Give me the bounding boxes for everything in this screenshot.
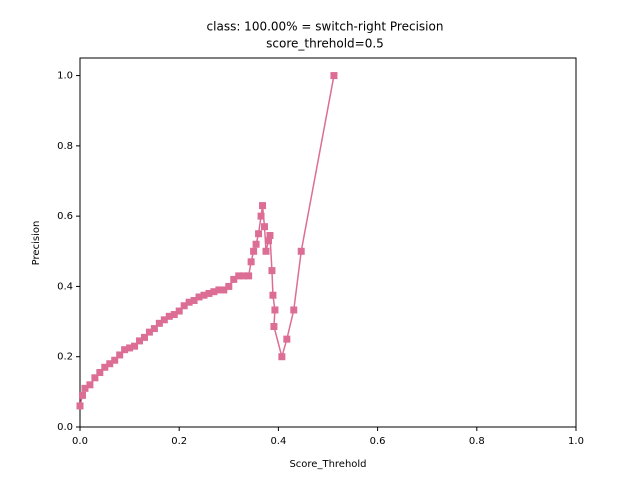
point-marker: [283, 335, 291, 343]
point-marker: [205, 289, 213, 297]
point-marker: [247, 258, 255, 266]
point-marker: [215, 286, 223, 294]
point-marker: [250, 247, 258, 255]
point-marker: [190, 296, 198, 304]
point-marker: [121, 346, 129, 354]
point-marker: [185, 298, 193, 306]
point-marker: [81, 384, 89, 392]
point-marker: [116, 351, 124, 359]
point-marker: [136, 337, 144, 345]
y-axis-label: Precision: [31, 221, 42, 266]
point-marker: [257, 212, 265, 220]
point-marker: [240, 272, 248, 280]
point-marker: [225, 282, 233, 290]
point-marker: [106, 360, 114, 368]
point-marker: [220, 286, 228, 294]
point-marker: [96, 369, 104, 377]
point-marker: [126, 344, 134, 352]
point-marker: [150, 325, 158, 333]
point-marker: [76, 402, 84, 410]
x-tick-label: 0.2: [171, 436, 187, 447]
point-marker: [262, 247, 270, 255]
y-tick-label: 0.6: [57, 211, 73, 222]
point-marker: [175, 307, 183, 315]
point-marker: [180, 302, 188, 310]
x-tick-label: 0.0: [72, 436, 88, 447]
x-tick-label: 0.8: [469, 436, 485, 447]
point-marker: [155, 319, 163, 327]
point-marker: [111, 356, 119, 364]
point-marker: [131, 342, 139, 350]
y-tick-label: 1.0: [57, 71, 73, 82]
x-tick-label: 1.0: [568, 436, 584, 447]
y-tick-label: 0.8: [57, 141, 73, 152]
x-axis-label: Score_Threhold: [289, 459, 366, 470]
point-marker: [259, 202, 267, 210]
plot-frame: [79, 57, 577, 428]
point-marker: [269, 291, 277, 299]
y-tick-label: 0.2: [57, 352, 73, 363]
point-marker: [255, 230, 263, 238]
point-marker: [200, 291, 208, 299]
y-tick-label: 0.0: [57, 422, 73, 433]
point-marker: [101, 363, 109, 371]
point-marker: [266, 231, 274, 239]
point-marker: [297, 247, 305, 255]
point-marker: [230, 275, 238, 283]
point-marker: [252, 240, 260, 248]
point-marker: [268, 267, 276, 275]
point-marker: [270, 322, 278, 330]
point-marker: [245, 272, 253, 280]
point-marker: [330, 72, 338, 80]
point-marker: [264, 237, 272, 245]
point-marker: [210, 288, 218, 296]
point-marker: [78, 391, 86, 399]
y-tick-label: 0.4: [57, 281, 73, 292]
point-marker: [165, 312, 173, 320]
point-marker: [290, 306, 298, 314]
point-marker: [140, 333, 148, 341]
chart-title: class: 100.00% = switch-right Precision: [207, 20, 444, 34]
point-marker: [160, 316, 168, 324]
x-tick-label: 0.6: [370, 436, 386, 447]
point-marker: [145, 328, 153, 336]
point-marker: [86, 381, 94, 389]
point-marker: [278, 353, 286, 361]
x-tick-label: 0.4: [270, 436, 286, 447]
point-marker: [271, 306, 279, 314]
point-marker: [170, 311, 178, 319]
point-marker: [91, 374, 99, 382]
point-marker: [195, 293, 203, 301]
point-marker: [261, 223, 269, 231]
point-marker: [235, 272, 243, 280]
chart-subtitle: score_threhold=0.5: [266, 37, 384, 51]
